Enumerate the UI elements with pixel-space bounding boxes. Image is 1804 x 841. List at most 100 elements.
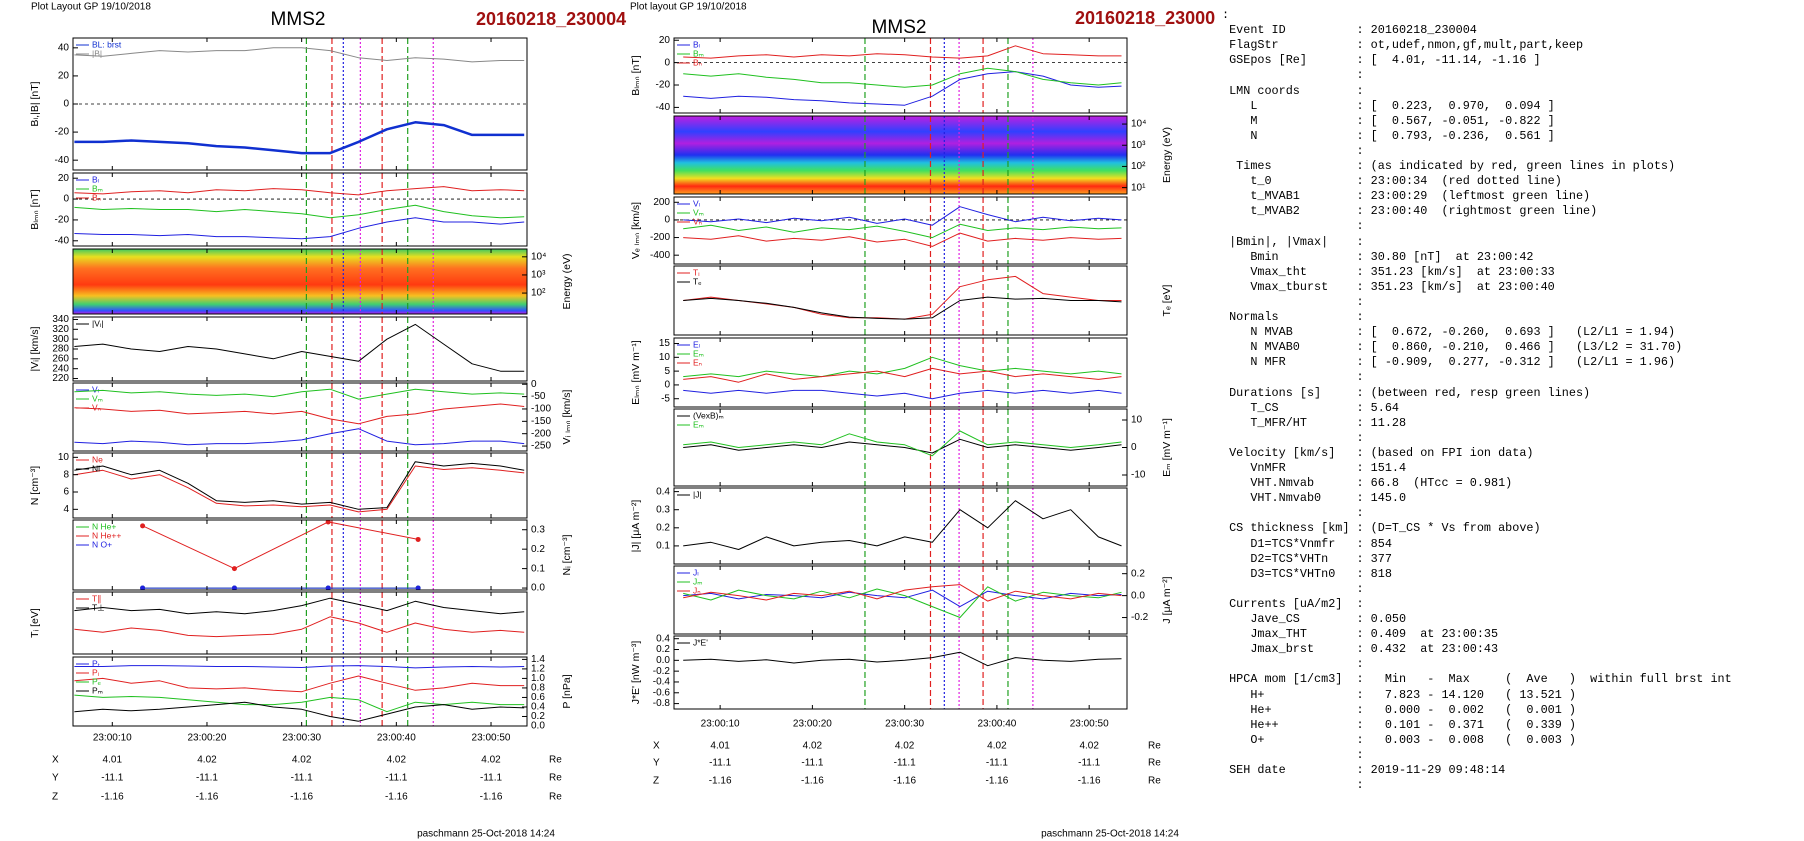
position-value: -11.1 [894,758,916,769]
summary-line: CS thickness [km] : (D=T_CS * Vs from ab… [1222,521,1541,536]
legend-label: BL: brst [92,39,122,49]
y-tick-label: 240 [52,363,69,374]
series-line [74,616,525,638]
y-tick-label: 320 [52,324,69,335]
series-marker [231,566,237,572]
summary-line: : [1222,370,1364,385]
summary-line: : [1222,778,1364,793]
series-line [74,388,525,400]
summary-line: FlagStr : ot,udef,nmon,gf,mult,part,keep [1222,38,1584,53]
series-line [683,584,1122,602]
position-value: -11.1 [196,773,218,784]
y-axis-label: N [cm⁻³] [29,466,41,505]
legend-label: Eₘ [693,419,705,429]
position-value: -11.1 [385,773,407,784]
series-line [683,389,1122,400]
summary-line: LMN coords : [1222,83,1364,98]
summary-line: : [1222,657,1364,672]
summary-line: Jave_CS : 0.050 [1222,612,1407,626]
summary-line: t_MVAB1 : 23:00:29 (leftmost green line) [1222,189,1591,204]
legend-label: Jₗ [693,567,699,577]
legend-label: N O+ [92,539,112,549]
summary-line: O+ : 0.003 - 0.008 ( 0.003 ) [1222,732,1576,747]
y-tick-label: -0.8 [653,698,671,709]
x-tick-label: 23:00:10 [701,719,740,730]
legend-label: (VexB)ₘ [693,410,725,420]
event-id: 20160218_230004 [1075,8,1215,28]
legend-label: Jₘ [693,576,703,586]
panel-frame [72,519,528,591]
legend-label: Tᵢ [693,267,700,277]
position-value: -1.16 [385,792,408,803]
summary-line: |Bmin|, |Vmax| : [1222,234,1364,249]
panel-frame [673,565,1128,635]
series-line [683,500,1122,550]
legend-label: Pₑ [92,676,101,686]
position-value: -1.16 [290,792,313,803]
legend-label: Pₘ [92,685,104,695]
series-line [683,206,1122,226]
legend-label: Ni [92,463,100,473]
y-tick-label: 0 [1131,442,1137,453]
position-value: 4.02 [987,741,1007,752]
series-line [74,465,525,513]
series-line [74,665,525,669]
summary-line: H+ : 7.823 - 14.120 ( 13.521 ) [1222,687,1576,702]
y-tick-label: -0.2 [653,666,671,677]
summary-line: : [1222,68,1364,83]
y-tick-label: 10² [1131,161,1146,172]
series-marker [415,536,421,542]
y-tick-label: 0.1 [531,563,545,574]
y-axis-label: Tᵢ [eV] [29,608,41,638]
y-axis-label: Bₗₘₙ [nT] [630,55,642,96]
series-line [74,217,525,240]
position-value: -1.16 [101,792,124,803]
plot-title: MMS2 [872,17,927,38]
row-unit: Re [549,792,562,803]
layout-note: Plot layout GP 19/10/2018 [630,2,747,13]
summary-line: Event ID : 20160218_230004 [1222,23,1477,38]
series-line [683,367,1122,383]
series-line [683,232,1122,247]
series-line [683,586,1122,618]
y-tick-label: 1.2 [531,664,545,675]
plot-title: MMS2 [271,9,326,30]
y-tick-label: 0.2 [531,544,545,555]
legend-label: Vₘ [693,207,705,217]
position-value: -11.1 [101,773,123,784]
y-tick-label: 0 [664,57,670,68]
y-tick-label: -0.2 [1131,612,1149,623]
legend-label: T⊥ [92,602,105,612]
y-tick-label: 1.4 [531,654,545,665]
series-line [142,521,419,570]
summary-line: D2=TCS*VHTn : 377 [1222,551,1392,566]
y-axis-label: |J| [μA m⁻²] [630,500,642,553]
series-line [74,461,525,510]
legend-label: T∥ [92,593,101,603]
y-tick-label: 0.8 [531,683,545,694]
series-line [74,597,525,615]
summary-line: SEH date : 2019-11-29 09:48:14 [1222,763,1506,777]
series-line [683,430,1122,457]
series-line [683,71,1122,106]
y-tick-label: -200 [650,232,670,243]
summary-line: t_0 : 23:00:34 (red dotted line) [1222,174,1562,189]
summary-line: Durations [s] : (between red, resp green… [1222,385,1591,400]
series-line [74,428,525,446]
y-axis-label: Energy (eV) [1161,127,1173,183]
panel-frame [72,248,528,315]
y-tick-label: -5 [661,393,670,404]
legend-label: Bₙ [693,57,703,67]
panel-frame [673,487,1128,565]
legend-label: N He+ [92,521,116,531]
position-value: -1.16 [709,776,732,787]
summary-line: Times : (as indicated by red, green line… [1222,159,1676,173]
legend-label: Bₗ [92,174,100,184]
y-tick-label: 0 [664,380,670,391]
legend-label: Bₗ [693,39,701,49]
series-marker [140,585,146,591]
y-tick-label: -400 [650,250,670,261]
y-tick-label: 10 [1131,415,1143,426]
row-unit: Re [1148,776,1161,787]
position-value: 4.02 [292,755,312,766]
